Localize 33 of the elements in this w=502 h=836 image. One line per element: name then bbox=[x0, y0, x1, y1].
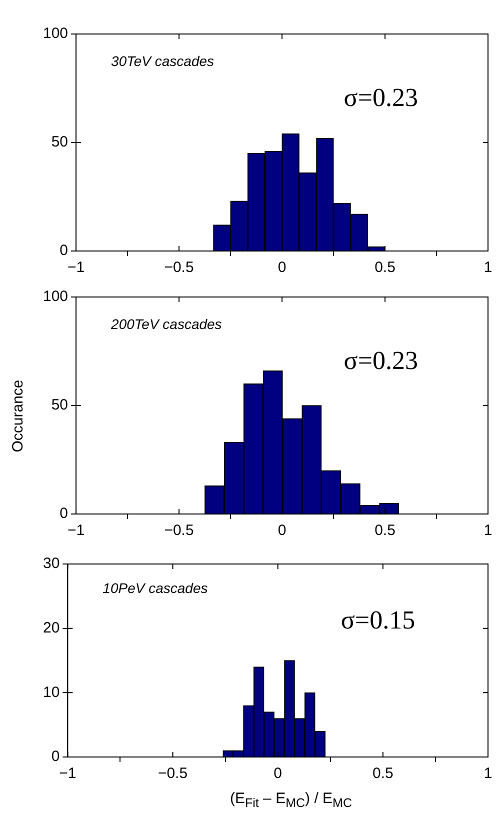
x-axis-title: (E$_{Fit}$ – E$_{MC}$) / E$_{MC}$ bbox=[229, 790, 353, 810]
y-tick-label: 0 bbox=[60, 242, 68, 260]
x-tick-label: 1 bbox=[484, 765, 492, 782]
x-tick-label: −1 bbox=[67, 259, 85, 276]
y-axis-title: Occurance bbox=[10, 380, 26, 452]
x-tick-label: 0 bbox=[278, 522, 286, 540]
x-tick-label: 0.5 bbox=[374, 522, 396, 540]
x-tick-label: −1 bbox=[59, 765, 76, 782]
x-tick-label: 1 bbox=[484, 522, 492, 540]
annotation: 200TeV cascades bbox=[110, 316, 222, 332]
x-tick-label: −1 bbox=[67, 522, 85, 540]
x-tick-label: 0.5 bbox=[372, 765, 394, 782]
x-tick-label: 0.5 bbox=[374, 259, 396, 276]
y-tick-label: 20 bbox=[42, 619, 60, 636]
annotation: σ=0.23 bbox=[344, 82, 418, 112]
annotation: 10PeV cascades bbox=[102, 580, 208, 596]
y-tick-label: 50 bbox=[51, 396, 68, 414]
y-tick-label: 10 bbox=[42, 684, 60, 701]
y-tick-label: 100 bbox=[42, 288, 68, 306]
y-tick-label: 0 bbox=[60, 505, 68, 522]
y-tick-label: 30 bbox=[42, 555, 60, 572]
annotation: σ=0.15 bbox=[340, 606, 416, 635]
annotation: σ=0.23 bbox=[344, 346, 418, 375]
y-tick-label: 100 bbox=[42, 25, 68, 42]
y-tick-label: 50 bbox=[51, 134, 68, 151]
x-tick-label: −0.5 bbox=[164, 522, 194, 540]
x-tick-label: −0.5 bbox=[164, 259, 194, 276]
y-tick-label: 0 bbox=[51, 748, 60, 766]
x-tick-label: 0 bbox=[278, 259, 286, 276]
annotation: 30TeV cascades bbox=[111, 53, 214, 70]
x-tick-label: 0 bbox=[274, 765, 282, 782]
x-tick-label: −0.5 bbox=[158, 765, 188, 782]
x-tick-label: 1 bbox=[484, 259, 492, 276]
